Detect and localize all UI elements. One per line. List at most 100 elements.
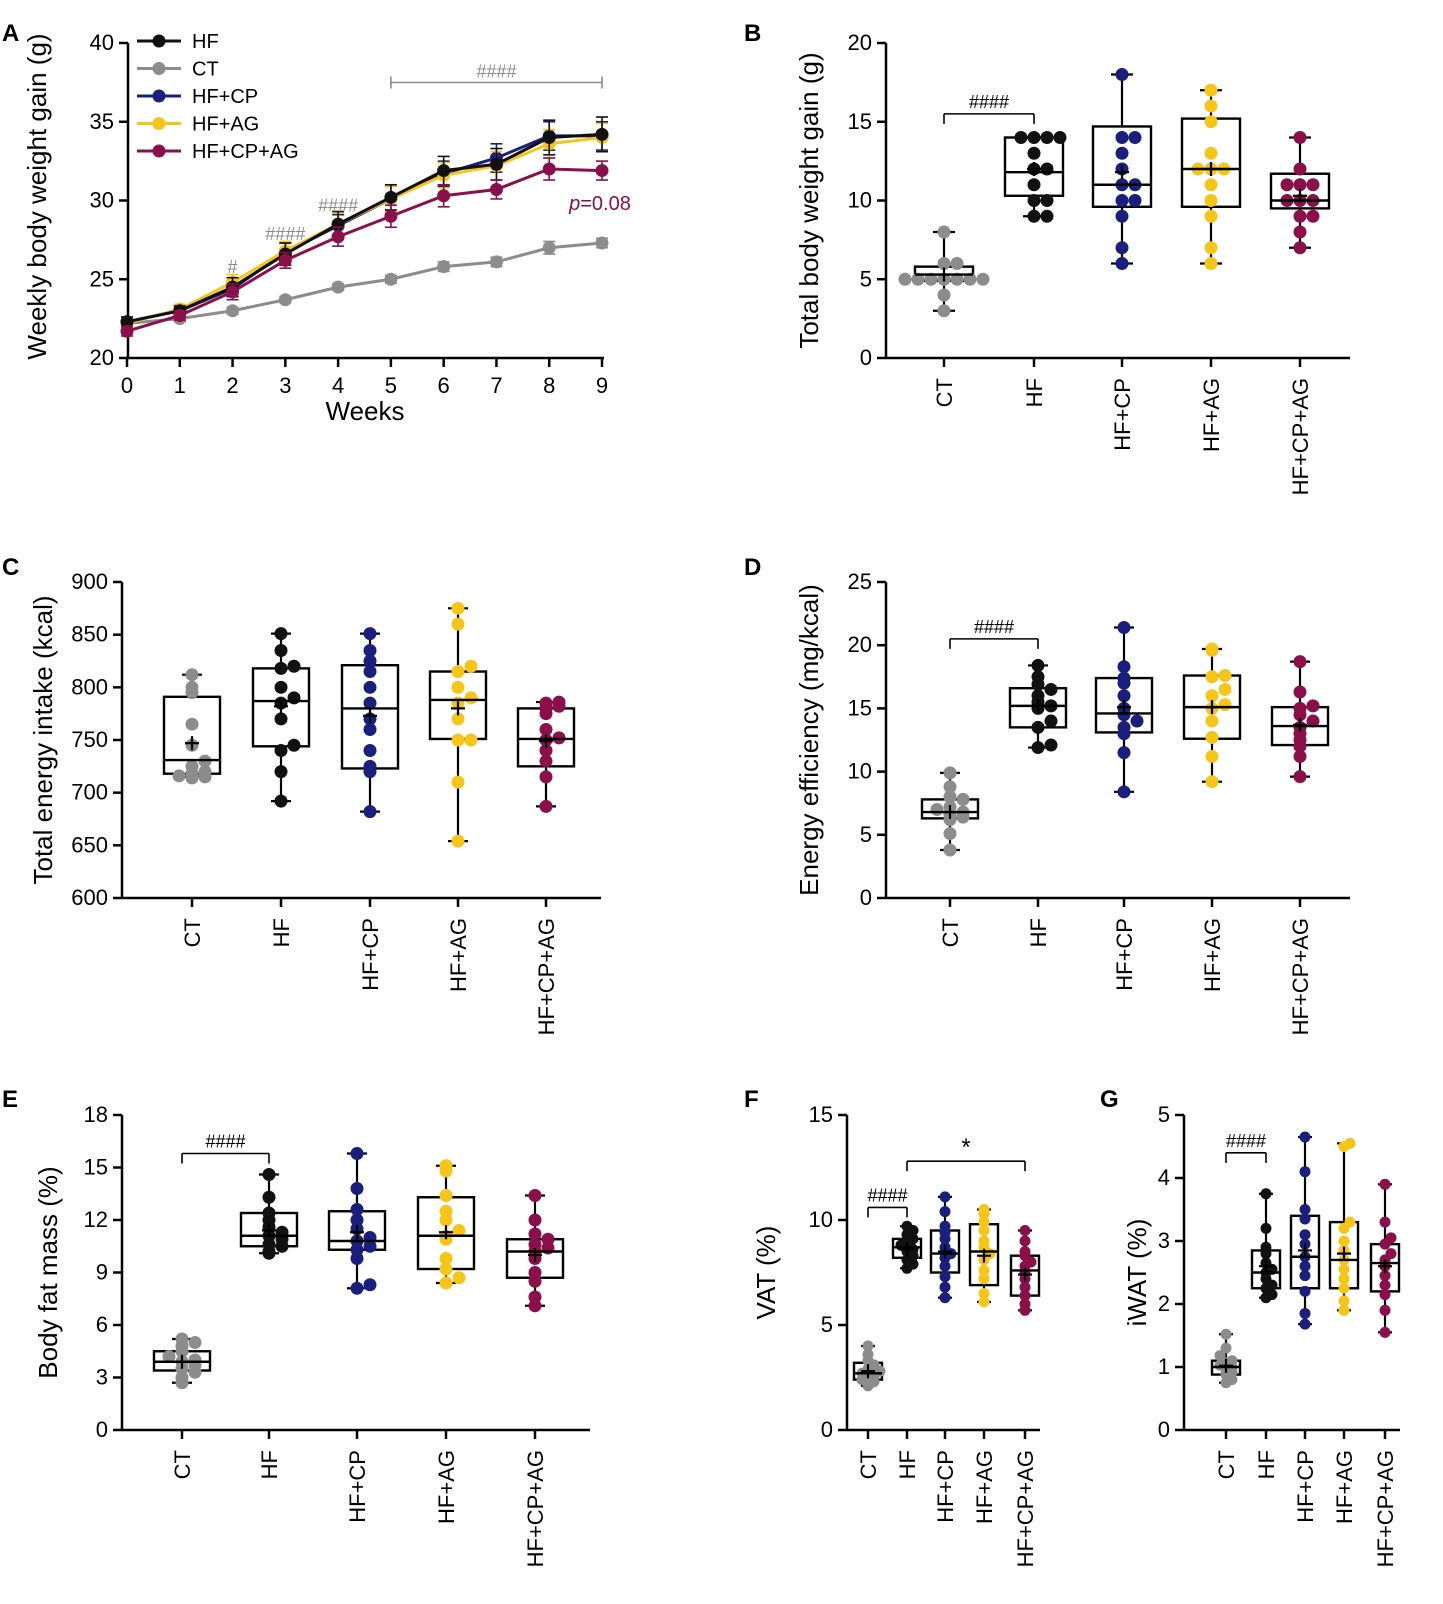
data-point — [1338, 1304, 1350, 1316]
data-point — [539, 799, 553, 813]
data-point — [552, 695, 566, 709]
data-point — [1053, 131, 1067, 144]
data-point — [287, 691, 301, 705]
data-point — [185, 668, 199, 682]
data-point — [439, 1262, 453, 1276]
panel-letter: A — [2, 20, 19, 47]
x-tick-label: HF+CP+AG — [1288, 918, 1313, 1035]
legend-swatch-marker — [152, 117, 166, 130]
x-tick-label: HF — [257, 1450, 282, 1479]
data-point — [1019, 1235, 1031, 1247]
data-point — [1117, 746, 1131, 760]
data-point — [120, 315, 134, 329]
data-point — [1019, 1246, 1031, 1257]
data-point — [862, 1348, 874, 1360]
box-HF+CP: HF+CP — [1091, 68, 1153, 451]
box-HF+CP: HF+CP — [340, 627, 400, 991]
data-point — [363, 744, 377, 758]
y-tick-label: 0 — [821, 1417, 833, 1442]
data-point — [1293, 770, 1307, 784]
data-point — [437, 260, 451, 274]
data-point — [1019, 1290, 1031, 1302]
data-point — [1379, 1289, 1391, 1301]
x-tick-label: HF — [1254, 1450, 1279, 1479]
data-point — [451, 775, 465, 789]
box-HF+CP+AG: HF+CP+AG — [1369, 1178, 1401, 1567]
data-point — [963, 272, 977, 286]
significance-label: #### — [318, 196, 358, 216]
data-point — [1040, 209, 1054, 223]
y-tick-label: 800 — [71, 674, 108, 699]
data-point — [542, 162, 556, 176]
x-tick-label: HF+CP+AG — [534, 918, 559, 1035]
data-point — [1115, 146, 1129, 160]
data-point — [363, 722, 377, 736]
y-tick-label: 700 — [71, 780, 108, 805]
data-point — [1293, 701, 1307, 715]
data-point — [901, 1220, 913, 1232]
data-point — [1204, 178, 1218, 192]
legend-label: HF — [192, 31, 219, 53]
box-HF+AG: HF+AG — [1180, 83, 1242, 452]
y-tick-label: 5 — [1158, 1102, 1170, 1127]
data-point — [1115, 68, 1129, 81]
x-tick-label: HF+AG — [972, 1450, 997, 1524]
significance-label: #### — [476, 62, 516, 82]
data-point — [528, 1266, 542, 1279]
data-point — [956, 792, 970, 806]
data-point — [539, 722, 553, 736]
x-axis-title: Weeks — [326, 396, 405, 426]
x-tick-label: HF — [269, 918, 294, 947]
data-point — [363, 627, 377, 641]
box-CT: CT — [1210, 1328, 1242, 1479]
data-point — [1204, 146, 1218, 160]
data-point — [978, 1273, 990, 1285]
data-point — [274, 765, 288, 779]
data-point — [489, 182, 503, 196]
data-point — [939, 1281, 951, 1293]
data-point — [595, 236, 609, 250]
box-HF: HF — [1250, 1188, 1282, 1479]
data-point — [1027, 146, 1041, 160]
data-point — [528, 1213, 542, 1227]
y-tick-label: 5 — [860, 266, 872, 291]
y-tick-label: 20 — [848, 632, 872, 657]
panel-letter: G — [1100, 1086, 1119, 1113]
data-point — [978, 1264, 990, 1276]
data-point — [1299, 1260, 1311, 1272]
data-point — [1205, 714, 1219, 728]
box-HF+CP: HF+CP — [1289, 1131, 1321, 1523]
data-point — [262, 1206, 276, 1220]
x-tick-label: CT — [1214, 1450, 1239, 1479]
data-point — [363, 665, 377, 679]
data-point — [439, 1159, 453, 1173]
data-point — [528, 1238, 542, 1251]
data-point — [1027, 194, 1041, 207]
data-point — [1204, 209, 1218, 223]
x-tick-label: 0 — [121, 373, 133, 398]
data-point — [943, 843, 957, 857]
panel-E-box-plot: E 0 3 6 9 12 15 18 Body fat mass (%) CT HF HF+CP HF+… — [2, 1086, 590, 1567]
p-value-symbol: p — [568, 193, 580, 215]
data-point — [331, 230, 345, 244]
legend-label: HF+AG — [192, 114, 259, 136]
y-tick-label: 25 — [90, 266, 114, 291]
data-point — [489, 157, 503, 171]
data-point — [978, 1225, 990, 1236]
data-point — [175, 1332, 189, 1346]
y-tick-label: 20 — [848, 30, 872, 55]
data-point — [1385, 1232, 1397, 1244]
x-tick-label: HF+CP — [345, 1450, 370, 1523]
data-point — [937, 304, 951, 318]
data-point — [439, 1189, 453, 1202]
data-point — [1128, 194, 1142, 207]
data-point — [1293, 241, 1307, 255]
data-point — [451, 617, 465, 631]
x-tick-label: HF+AG — [446, 918, 471, 992]
data-point — [1344, 1137, 1356, 1149]
data-point — [1031, 720, 1045, 734]
legend-label: HF+CP+AG — [192, 141, 299, 163]
significance-label: * — [961, 1134, 970, 1161]
data-point — [464, 659, 478, 673]
data-point — [1117, 671, 1131, 685]
